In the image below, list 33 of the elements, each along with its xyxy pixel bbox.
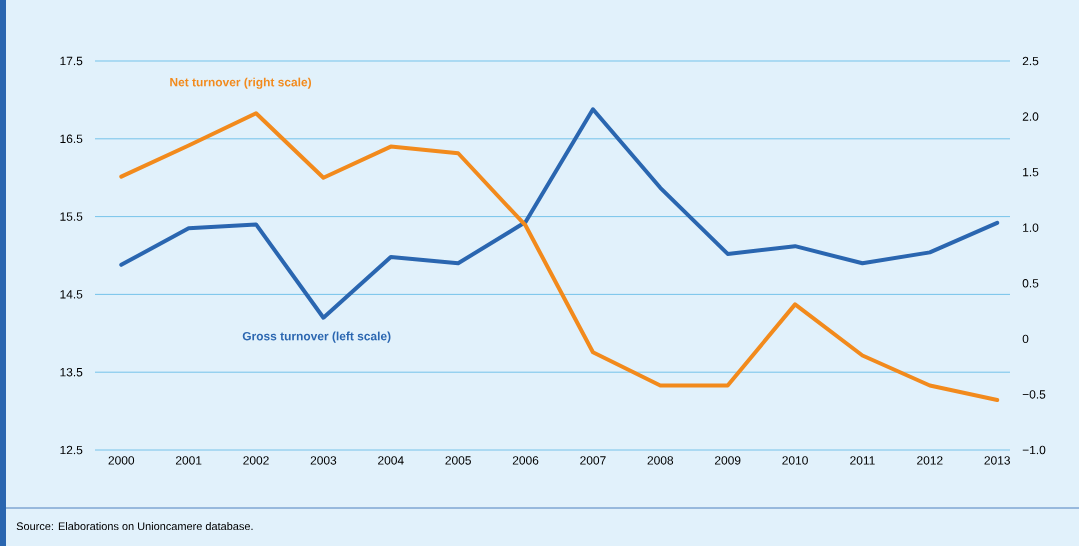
x-tick-label: 2008 xyxy=(647,456,674,465)
x-tick-label: 2003 xyxy=(310,456,337,465)
y-tick-label: 13.5 xyxy=(60,367,83,377)
y2-tick-label: 2.5 xyxy=(1022,56,1039,66)
x-tick-label: 2005 xyxy=(445,456,471,465)
x-tick-label: 2004 xyxy=(378,456,404,465)
y2-tick-label: −0.5 xyxy=(1022,390,1046,399)
x-tick-label: 2007 xyxy=(580,456,606,465)
x-tick-label: 2006 xyxy=(512,456,539,465)
x-tick-label: 2001 xyxy=(175,456,202,465)
x-tick-label: 2000 xyxy=(108,456,135,465)
x-tick-label: 2002 xyxy=(243,456,269,465)
y-tick-label: 17.5 xyxy=(60,56,83,66)
line-series xyxy=(119,107,1000,320)
y-tick-label: 15.5 xyxy=(60,212,83,221)
line-series xyxy=(119,111,1000,402)
x-tick-label: 2012 xyxy=(917,456,943,465)
y2-tick-label: 2.0 xyxy=(1022,112,1039,121)
y2-tick-label: 1.0 xyxy=(1023,223,1039,232)
y2-tick-label: 1.5 xyxy=(1023,167,1039,177)
source-note: Source: Elaborations on Unioncamere database. xyxy=(16,522,253,531)
x-tick-label: 2009 xyxy=(714,456,741,465)
y-tick-label: 14.5 xyxy=(60,290,83,299)
y-tick-label: 16.5 xyxy=(60,134,83,144)
y2-tick-label: −1.0 xyxy=(1022,445,1046,455)
series-label: Gross turnover (left scale) xyxy=(242,331,391,343)
y2-tick-label: 0 xyxy=(1022,334,1029,344)
y2-tick-label: 0.5 xyxy=(1022,279,1039,288)
x-tick-label: 2010 xyxy=(782,456,808,465)
x-tick-label: 2013 xyxy=(984,456,1010,465)
x-tick-label: 2011 xyxy=(850,456,875,465)
y-tick-label: 12.5 xyxy=(60,445,83,455)
text: Net turnover (right scale) xyxy=(170,77,312,89)
